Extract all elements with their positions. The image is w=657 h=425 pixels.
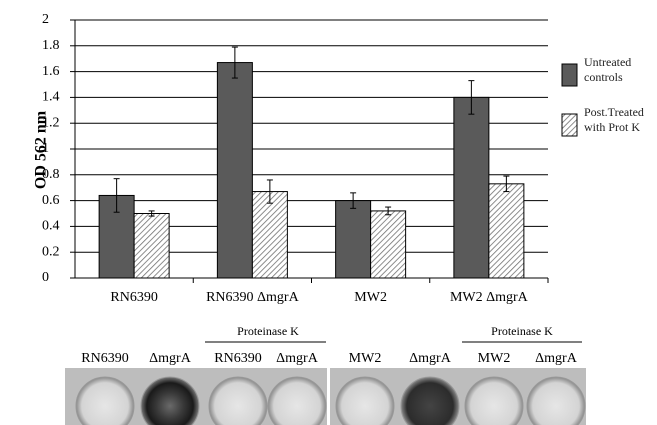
y-tick-label: 2 — [42, 12, 49, 27]
y-tick-label: 1.8 — [42, 38, 60, 53]
bar — [134, 214, 169, 279]
plate-label: ΔmgrA — [276, 351, 319, 366]
group-label: Proteinase K — [237, 324, 299, 338]
y-tick-label: 0.8 — [42, 167, 60, 182]
bar — [454, 97, 489, 278]
plate-photo — [65, 368, 586, 425]
legend-swatch — [562, 64, 577, 86]
y-tick-label: 0.4 — [42, 219, 60, 234]
y-tick-label: 0 — [42, 270, 49, 285]
x-tick-label: MW2 ΔmgrA — [450, 290, 529, 305]
plate-label: MW2 — [478, 351, 511, 366]
y-tick-label: 1.6 — [42, 64, 60, 79]
plate-label: MW2 — [349, 351, 382, 366]
y-tick-label: 0.2 — [42, 244, 60, 259]
plate-label: ΔmgrA — [535, 351, 578, 366]
bar — [252, 192, 287, 278]
group-label: Proteinase K — [491, 324, 553, 338]
plate-label: ΔmgrA — [409, 351, 452, 366]
legend-swatch — [562, 114, 577, 136]
figure: OD 562 nm 00.20.40.60.811.21.41.61.82RN6… — [0, 0, 657, 425]
bar — [336, 201, 371, 278]
y-tick-label: 1.4 — [42, 90, 60, 105]
plate-label: ΔmgrA — [149, 351, 192, 366]
plate-label: RN6390 — [214, 351, 261, 366]
bar — [489, 184, 524, 278]
y-tick-label: 1.2 — [42, 115, 60, 130]
x-tick-label: MW2 — [354, 290, 387, 305]
plate-label: RN6390 — [81, 351, 128, 366]
bar — [371, 211, 406, 278]
legend-label: Post.Treated with Prot K — [584, 105, 656, 135]
legend-label: Untreated controls — [584, 55, 656, 85]
bar — [217, 63, 252, 278]
y-tick-label: 1 — [42, 141, 49, 156]
page: {"chart_data": {"type": "bar", "y_label"… — [0, 0, 657, 425]
y-tick-label: 0.6 — [42, 193, 60, 208]
x-tick-label: RN6390 — [110, 290, 157, 305]
x-tick-label: RN6390 ΔmgrA — [206, 290, 300, 305]
